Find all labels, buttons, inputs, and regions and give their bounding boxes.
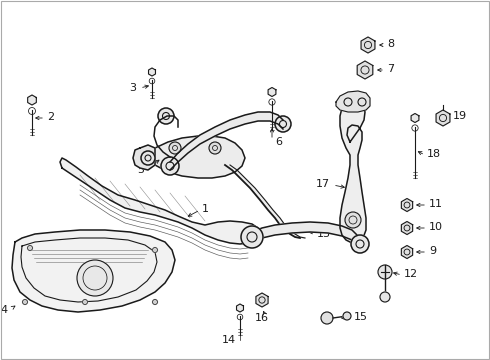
Text: 16: 16	[255, 313, 269, 323]
Circle shape	[82, 300, 88, 305]
Text: 7: 7	[387, 64, 394, 74]
Polygon shape	[148, 68, 155, 76]
Circle shape	[158, 108, 174, 124]
Text: 4: 4	[1, 305, 8, 315]
Polygon shape	[27, 95, 36, 105]
Text: 2: 2	[47, 112, 54, 122]
Text: 12: 12	[404, 269, 418, 279]
Text: 1: 1	[202, 204, 209, 214]
Text: 3: 3	[129, 83, 136, 93]
Text: 15: 15	[354, 312, 368, 322]
Polygon shape	[436, 110, 450, 126]
Text: 17: 17	[316, 179, 330, 189]
Text: 14: 14	[222, 335, 236, 345]
Polygon shape	[401, 221, 413, 234]
Text: 19: 19	[453, 111, 467, 121]
Circle shape	[351, 235, 369, 253]
Circle shape	[241, 226, 263, 248]
Polygon shape	[401, 246, 413, 258]
Circle shape	[380, 292, 390, 302]
Polygon shape	[411, 113, 419, 122]
Polygon shape	[12, 230, 175, 312]
Polygon shape	[336, 91, 370, 112]
Polygon shape	[268, 87, 276, 96]
Polygon shape	[401, 198, 413, 211]
Text: 13: 13	[317, 229, 331, 239]
Polygon shape	[361, 37, 375, 53]
Circle shape	[343, 312, 351, 320]
Circle shape	[152, 248, 157, 252]
Circle shape	[209, 142, 221, 154]
Polygon shape	[252, 222, 360, 252]
Polygon shape	[145, 136, 245, 178]
Circle shape	[275, 116, 291, 132]
Circle shape	[321, 312, 333, 324]
Text: 10: 10	[429, 222, 443, 232]
Circle shape	[345, 212, 361, 228]
Text: 18: 18	[427, 149, 441, 159]
Text: 8: 8	[387, 39, 394, 49]
Polygon shape	[340, 100, 366, 243]
Text: 5: 5	[137, 165, 144, 175]
Polygon shape	[237, 304, 244, 312]
Polygon shape	[225, 165, 305, 238]
Circle shape	[378, 265, 392, 279]
Polygon shape	[133, 145, 155, 170]
Text: 11: 11	[429, 199, 443, 209]
Circle shape	[77, 260, 113, 296]
Polygon shape	[170, 112, 283, 170]
Polygon shape	[256, 293, 268, 307]
Circle shape	[161, 157, 179, 175]
Circle shape	[169, 142, 181, 154]
Circle shape	[23, 300, 27, 305]
Circle shape	[141, 151, 155, 165]
Circle shape	[152, 300, 157, 305]
Text: 6: 6	[275, 137, 282, 147]
Polygon shape	[357, 61, 373, 79]
Circle shape	[27, 246, 32, 251]
Polygon shape	[60, 158, 260, 244]
Text: 9: 9	[429, 246, 436, 256]
